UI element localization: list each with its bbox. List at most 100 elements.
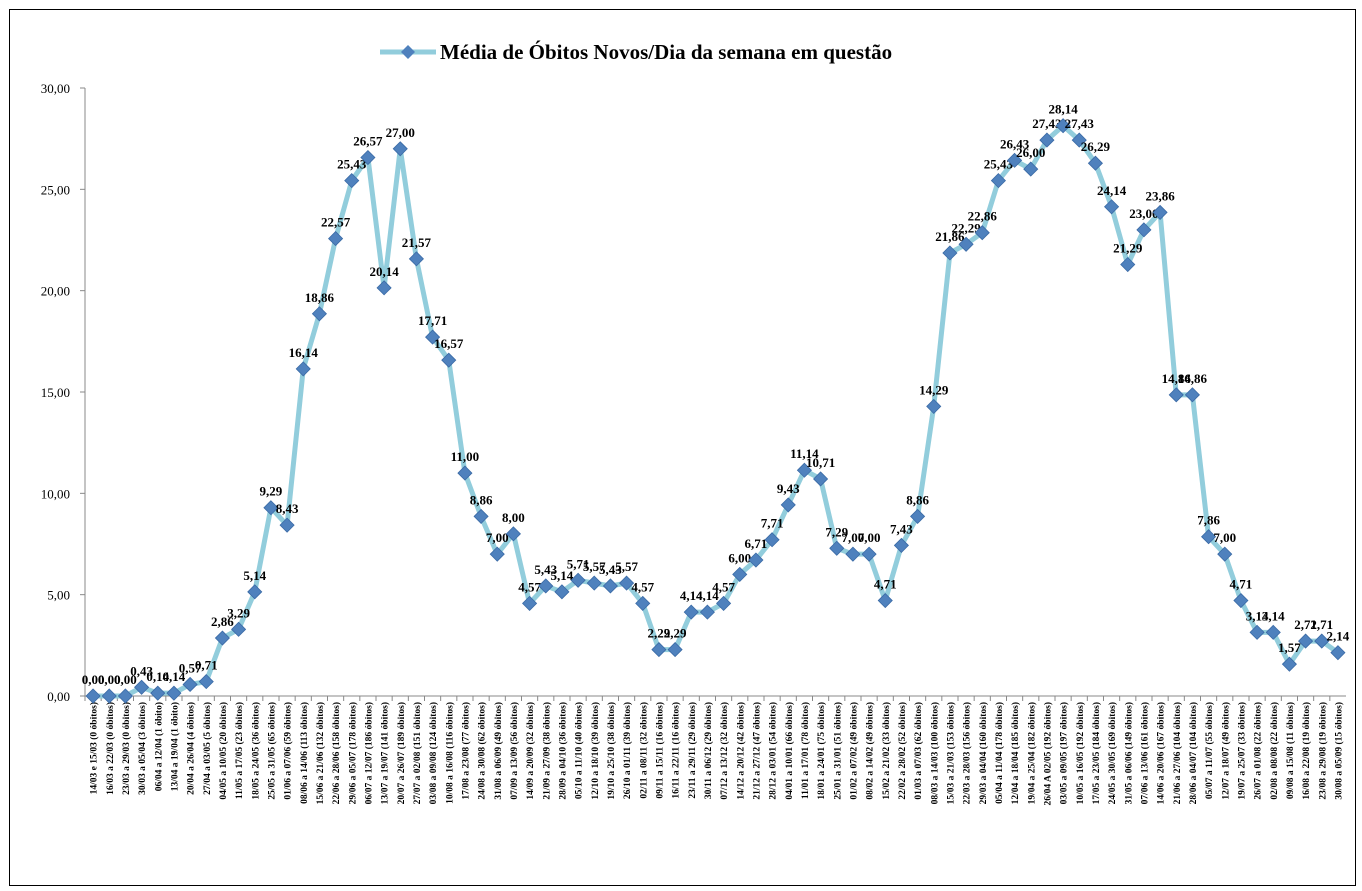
data-point — [425, 329, 441, 345]
x-tick-label: 23/11 a 29/11 (29 óbitos) — [687, 702, 698, 799]
x-tick-label: 19/04 a 25/04 (182 óbitos) — [1026, 702, 1037, 804]
data-point — [570, 572, 586, 588]
data-point — [845, 546, 861, 562]
data-point — [1314, 633, 1330, 649]
data-point — [101, 688, 117, 704]
data-label: 7,71 — [761, 516, 784, 531]
x-tick-label: 01/06 a 07/06 (59 óbitos) — [283, 702, 294, 800]
data-label: 16,57 — [434, 336, 464, 351]
x-tick-label: 30/03 a 05/04 (3 óbitos) — [137, 702, 148, 795]
data-point — [764, 532, 780, 548]
legend-marker — [401, 45, 415, 59]
data-point — [667, 642, 683, 658]
x-tick-label: 11/05 a 17/05 (23 óbitos) — [234, 702, 245, 799]
data-point — [1136, 222, 1152, 238]
x-tick-label: 22/06 a 28/06 (158 óbitos) — [331, 702, 342, 804]
data-label: 6,71 — [745, 536, 768, 551]
x-tick-label: 29/03 a 04/04 (160 óbitos) — [978, 702, 989, 804]
data-point — [635, 595, 651, 611]
data-point — [344, 173, 360, 189]
x-tick-label: 03/05 a 09/05 (197 óbitos) — [1059, 702, 1070, 804]
data-point — [247, 584, 263, 600]
data-point — [473, 508, 489, 525]
data-label: 11,00 — [451, 449, 480, 464]
data-label: 4,14 — [680, 588, 703, 603]
data-point — [974, 225, 990, 241]
data-label: 22,86 — [968, 209, 998, 224]
data-point — [538, 578, 554, 594]
data-label: 14,86 — [1162, 371, 1192, 386]
x-tick-label: 10/08 a 16/08 (116 óbitos) — [444, 702, 455, 804]
data-label: 9,29 — [260, 484, 283, 499]
data-label: 16,14 — [289, 345, 319, 360]
data-label: 8,86 — [906, 492, 929, 507]
x-tick-label: 30/11 a 06/12 (29 óbitos) — [703, 702, 714, 799]
x-tick-label: 25/01 a 31/01 (51 óbitos) — [832, 702, 843, 800]
x-tick-label: 14/09 a 20/09 (32 óbitos) — [525, 702, 536, 800]
data-label: 6,00 — [728, 550, 751, 565]
data-label: 4,57 — [631, 579, 654, 594]
x-tick-label: 05/07 a 11/07 (55 óbitos) — [1204, 702, 1215, 799]
data-point — [1120, 256, 1136, 273]
data-label: 28,14 — [1048, 102, 1078, 117]
data-label: 21,86 — [935, 229, 965, 244]
data-label: 27,43 — [1065, 116, 1095, 131]
data-point — [958, 236, 974, 252]
data-point — [780, 497, 796, 513]
data-point — [796, 462, 812, 478]
data-label: 23,86 — [1145, 188, 1175, 203]
x-tick-label: 16/08 a 22/08 (19 óbitos) — [1301, 702, 1312, 800]
data-label: 0,00 — [114, 672, 137, 687]
x-tick-label: 21/12 a 27/12 (47 óbitos) — [751, 702, 762, 800]
data-label: 8,43 — [276, 501, 299, 516]
data-label: 3,14 — [1262, 608, 1285, 623]
data-label: 5,71 — [567, 556, 590, 571]
data-label: 0,57 — [179, 660, 202, 675]
x-tick-label: 28/06 a 04/07 (104 óbitos) — [1188, 702, 1199, 804]
data-point — [683, 604, 699, 620]
data-point — [1281, 656, 1297, 672]
data-label: 5,57 — [583, 559, 606, 574]
data-label: 0,00 — [82, 672, 105, 687]
data-point — [150, 685, 166, 701]
x-tick-label: 01/03 a 07/03 (62 óbitos) — [913, 702, 924, 800]
data-label: 5,43 — [599, 562, 622, 577]
data-label: 5,43 — [534, 562, 557, 577]
x-tick-label: 15/06 a 21/06 (132 óbitos) — [315, 702, 326, 804]
data-point — [861, 546, 877, 562]
data-point — [829, 540, 845, 556]
x-tick-label: 21/09 a 27/09 (38 óbitos) — [541, 702, 552, 800]
x-tick-label: 20/04 a 26/04 (4 óbitos) — [186, 702, 197, 795]
data-label: 23,00 — [1129, 206, 1158, 221]
x-tick-label: 22/03 a 28/03 (156 óbitos) — [962, 702, 973, 804]
data-label: 14,29 — [919, 382, 949, 397]
data-label: 22,29 — [951, 220, 981, 235]
x-tick-label: 13/07 a 19/07 (141 óbitos) — [380, 702, 391, 804]
x-tick-label: 05/04 a 11/04 (178 óbitos) — [994, 702, 1005, 804]
y-tick-label: 15,00 — [41, 385, 70, 400]
data-label: 26,00 — [1016, 145, 1045, 160]
data-label: 0,00 — [98, 672, 121, 687]
data-point — [1071, 132, 1087, 148]
data-label: 1,57 — [1278, 640, 1301, 655]
data-point — [392, 141, 408, 157]
data-point — [1039, 132, 1055, 148]
y-tick-label: 30,00 — [41, 81, 70, 96]
x-tick-label: 25/05 a 31/05 (65 óbitos) — [266, 702, 277, 800]
data-point — [926, 398, 942, 414]
data-label: 0,14 — [163, 669, 186, 684]
x-tick-label: 14/06 a 20/06 (167 óbitos) — [1156, 702, 1167, 804]
data-point — [910, 508, 926, 525]
x-tick-label: 24/08 a 30/08 (62 óbitos) — [477, 702, 488, 800]
x-tick-label: 14/12 a 20/12 (42 óbitos) — [735, 702, 746, 800]
data-label: 20,14 — [369, 264, 399, 279]
data-point — [942, 245, 958, 261]
data-point — [134, 679, 150, 695]
data-label: 0,14 — [146, 669, 169, 684]
data-label: 7,43 — [890, 521, 913, 536]
x-tick-label: 29/06 a 05/07 (178 óbitos) — [347, 702, 358, 804]
data-label: 21,57 — [402, 235, 432, 250]
data-label: 14,86 — [1178, 371, 1208, 386]
x-tick-label: 21/06 a 27/06 (104 óbitos) — [1172, 702, 1183, 804]
data-label: 25,43 — [984, 157, 1014, 172]
